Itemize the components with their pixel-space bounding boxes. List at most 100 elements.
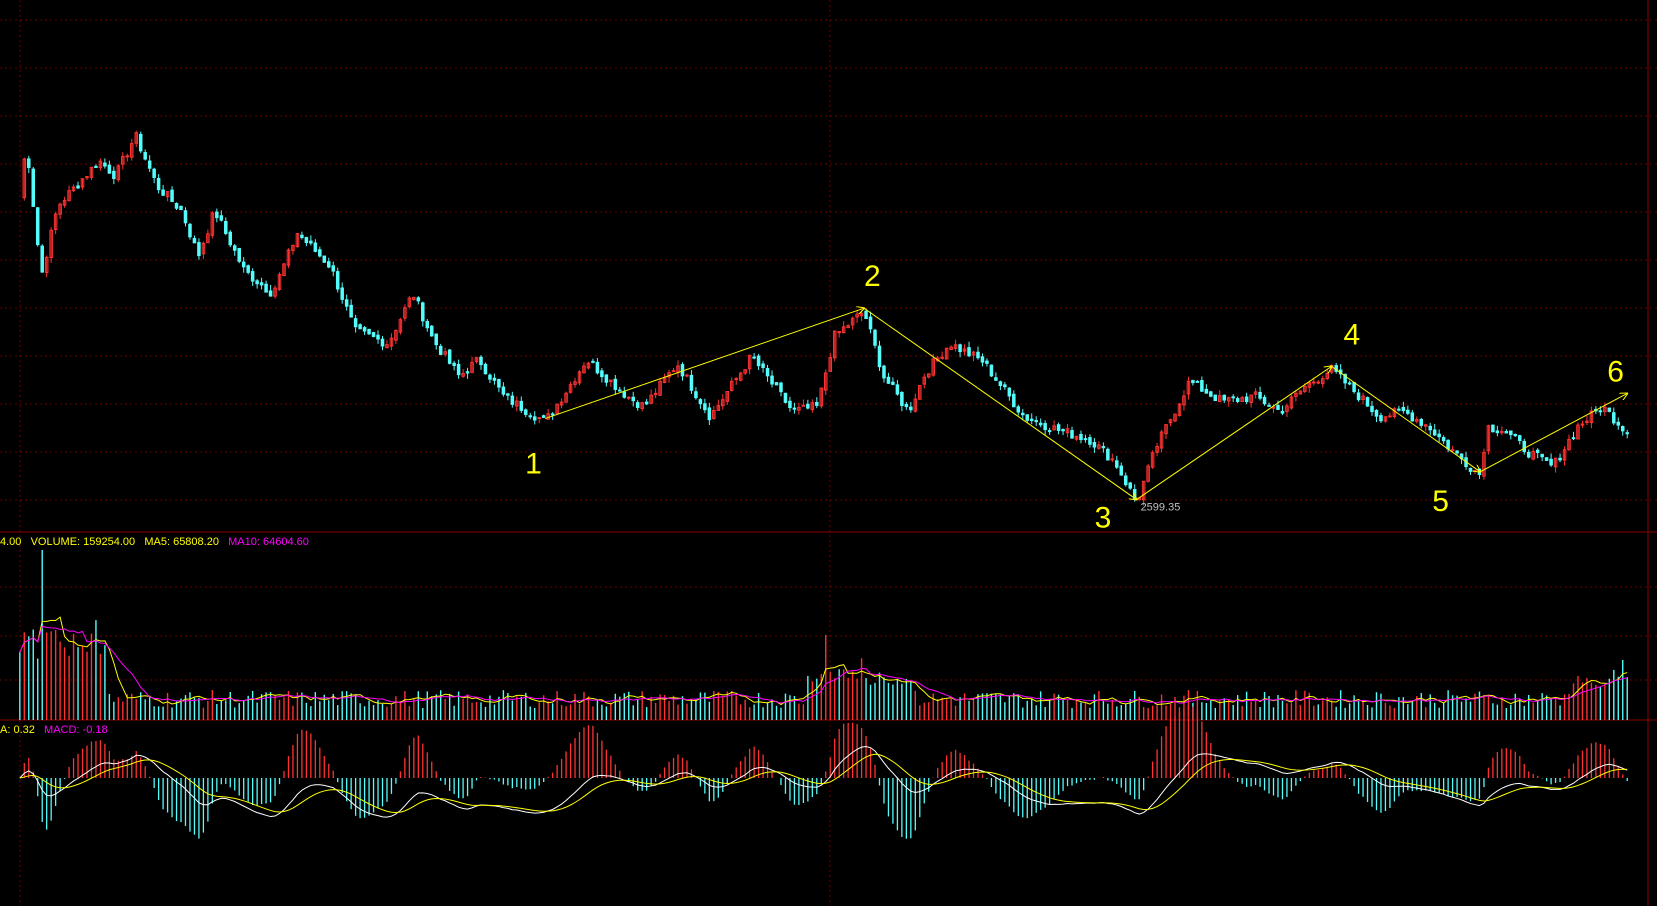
candle-body — [304, 236, 309, 244]
candle-body — [743, 369, 747, 374]
candle-body — [22, 158, 27, 199]
candle-body — [729, 380, 734, 391]
candle-body — [273, 287, 277, 297]
candle-body — [1150, 452, 1155, 468]
candle-body — [658, 381, 662, 396]
candle-body — [412, 296, 416, 301]
candle-body — [197, 242, 201, 257]
candle-body — [165, 191, 170, 198]
candle-body — [206, 233, 210, 244]
candle-body — [622, 391, 627, 398]
candle-body — [474, 357, 479, 362]
candle-body — [559, 401, 564, 406]
candle-body — [461, 372, 465, 377]
candle-body — [1415, 419, 1419, 422]
volume-info-bar: 4.00 VOLUME: 159254.00 MA5: 65808.20 MA1… — [0, 536, 309, 548]
candle-body — [1365, 397, 1370, 407]
candle-body — [877, 345, 882, 368]
candle-body — [35, 207, 40, 246]
candle-body — [174, 202, 179, 209]
candle-body — [443, 351, 447, 355]
volume-value: VOLUME: 159254.00 — [30, 536, 136, 548]
candle-body — [425, 320, 430, 329]
wave-segment — [1331, 365, 1481, 471]
macd-panel[interactable] — [19, 705, 1628, 839]
candle-body — [1316, 381, 1321, 384]
candle-body — [1200, 380, 1204, 392]
candle-body — [550, 413, 555, 416]
candle-body — [49, 229, 53, 259]
candle-body — [524, 409, 528, 415]
candle-body — [761, 363, 765, 369]
candle-body — [1021, 412, 1025, 416]
candle-body — [1047, 430, 1052, 433]
candle-body — [452, 362, 456, 366]
candle-body — [985, 360, 989, 364]
wave-label: 5 — [1432, 485, 1449, 518]
candle-body — [85, 176, 89, 179]
candle-body — [967, 347, 971, 357]
candle-body — [640, 402, 644, 409]
candle-body — [277, 273, 282, 290]
candle-body — [291, 244, 295, 252]
candle-body — [537, 417, 541, 420]
candle-body — [1432, 429, 1437, 436]
candle-body — [152, 168, 156, 178]
wave-label: 2 — [864, 260, 881, 293]
candle-body — [241, 261, 246, 268]
candle-body — [170, 189, 174, 203]
candle-body — [949, 346, 953, 351]
candle-body — [53, 213, 58, 231]
candle-body — [1419, 418, 1424, 426]
candle-body — [1061, 428, 1065, 432]
price-panel[interactable] — [22, 130, 1629, 506]
candle-body — [694, 391, 698, 399]
candle-body — [1495, 430, 1500, 434]
candle-body — [31, 168, 36, 207]
wave-annotations: 1 2 3 4 5 6 — [525, 260, 1627, 535]
candle-body — [1486, 425, 1491, 452]
candle-body — [1379, 415, 1383, 422]
candle-body — [1177, 403, 1182, 417]
wave-segment — [863, 307, 1137, 499]
candle-body — [1406, 409, 1410, 414]
candle-body — [1307, 382, 1312, 388]
candle-body — [721, 399, 725, 407]
candle-body — [1361, 395, 1365, 401]
candle-body — [532, 416, 537, 421]
candle-body — [1209, 391, 1213, 397]
candle-body — [989, 364, 994, 377]
candle-body — [1320, 378, 1325, 385]
volume-panel[interactable] — [19, 550, 1628, 720]
candle-body — [143, 152, 147, 160]
candle-body — [1128, 482, 1132, 489]
candle-body — [1388, 415, 1392, 418]
candle-body — [626, 396, 631, 399]
candle-body — [237, 247, 241, 262]
candle-body — [801, 404, 806, 407]
candle-body — [779, 382, 783, 393]
candle-body — [1016, 406, 1021, 413]
candle-body — [1240, 397, 1244, 402]
candle-body — [1450, 449, 1455, 452]
candle-body — [586, 362, 591, 369]
candle-body — [1173, 413, 1177, 422]
candle-body — [797, 406, 801, 411]
candle-body — [716, 405, 721, 411]
candle-body — [250, 271, 255, 282]
candle-body — [886, 376, 891, 384]
candle-body — [300, 234, 304, 238]
candle-body — [71, 186, 76, 192]
candle-body — [1097, 444, 1101, 449]
candle-body — [819, 387, 824, 407]
candle-body — [313, 242, 318, 252]
candle-body — [1213, 394, 1218, 402]
candle-body — [770, 375, 774, 385]
candle-body — [1056, 424, 1061, 431]
wave-label: 6 — [1607, 355, 1624, 388]
candle-body — [282, 263, 286, 276]
candle-body — [900, 391, 904, 406]
candle-body — [774, 382, 779, 386]
